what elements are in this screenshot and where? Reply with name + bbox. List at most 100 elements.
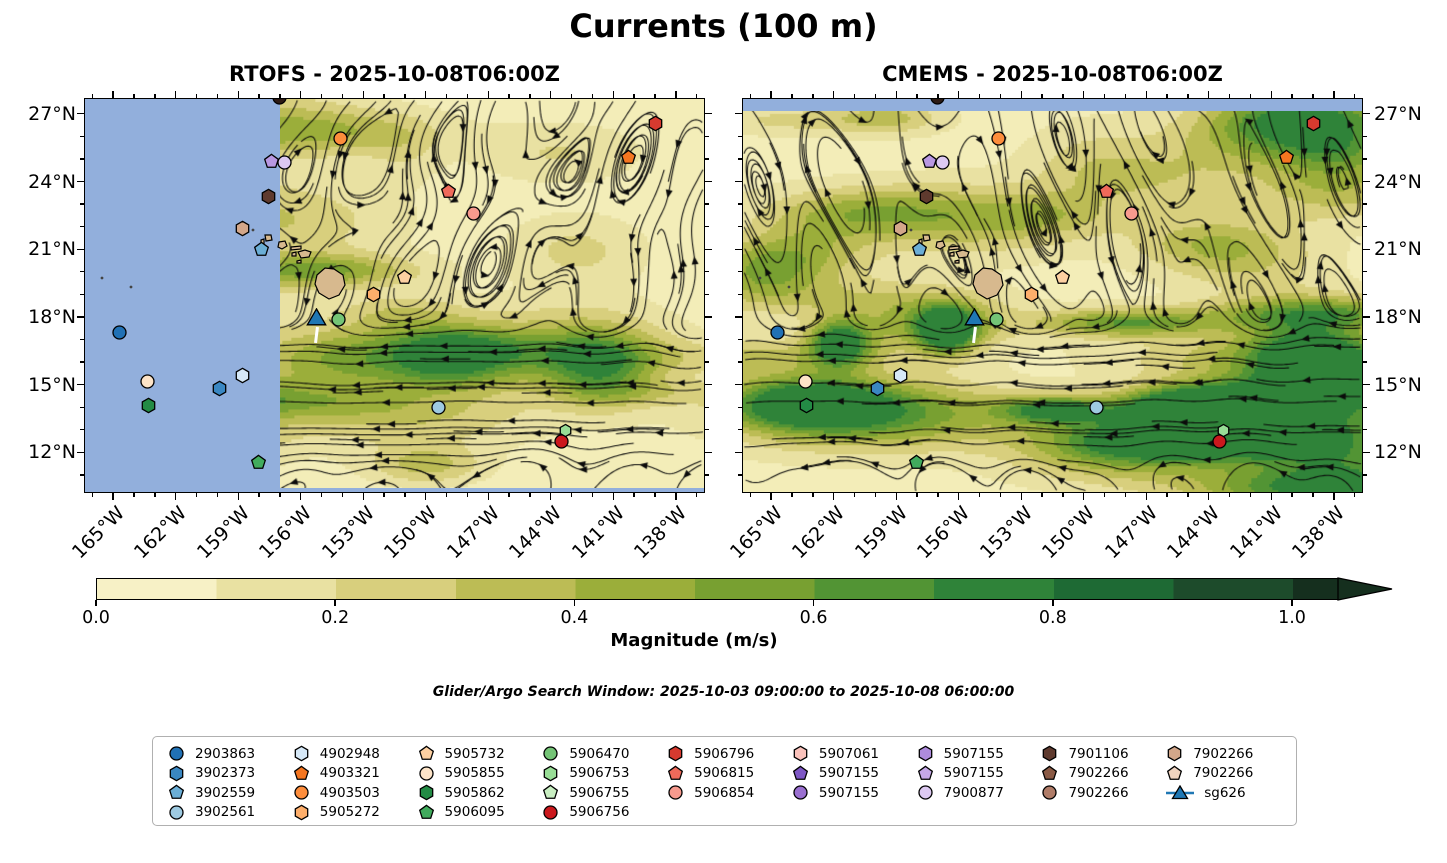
- tick: [675, 91, 677, 98]
- pentagon-marker-icon: [792, 765, 808, 780]
- tick: [705, 225, 709, 228]
- lon-tick-label: 165°W: [67, 502, 129, 564]
- colorbar-tick: [1052, 600, 1054, 606]
- tick: [735, 451, 742, 454]
- legend-column: 7901106 7902266 7902266: [1040, 744, 1163, 822]
- hexagon-marker-icon: [294, 745, 309, 762]
- tick: [300, 91, 302, 98]
- pentagon-marker-icon: [1167, 765, 1183, 780]
- legend-item-5907155: 5907155: [791, 783, 914, 803]
- tick: [832, 493, 835, 500]
- legend-item-7902266: 7902266: [1040, 783, 1163, 803]
- legend-item-label: 4903503: [319, 784, 380, 801]
- lon-tick-label: 144°W: [505, 502, 567, 564]
- tick: [895, 91, 897, 98]
- hexagon-marker-icon: [668, 745, 683, 762]
- tick: [383, 493, 385, 497]
- tick: [341, 493, 344, 497]
- tick: [1363, 158, 1367, 160]
- tick: [705, 180, 712, 183]
- tick: [958, 493, 960, 500]
- legend-column: 5906796 5906815 5906854: [666, 744, 789, 822]
- tick: [735, 316, 742, 318]
- tick: [1363, 203, 1367, 205]
- lat-tick-label: 15°N: [28, 373, 76, 396]
- tick: [1208, 91, 1210, 98]
- lon-tick-label: 144°W: [1163, 502, 1225, 564]
- tick: [1020, 91, 1022, 98]
- tick: [1270, 493, 1272, 500]
- colorbar-tick-label: 0.2: [321, 608, 350, 628]
- tick: [1363, 474, 1367, 476]
- tick: [1249, 493, 1252, 497]
- legend-item-label: 5907155: [943, 745, 1004, 762]
- circle-marker-icon: [793, 785, 808, 800]
- tick: [705, 135, 709, 138]
- legend-item-label: 4903321: [319, 765, 380, 782]
- legend-item-label: 7900877: [943, 784, 1004, 801]
- tick: [77, 248, 84, 250]
- lat-tick-label: 21°N: [28, 238, 76, 261]
- tick: [258, 493, 260, 497]
- colorbar-gradient: [96, 578, 1339, 600]
- lon-tick-label: 159°W: [850, 502, 912, 564]
- lat-tick-label: 21°N: [1374, 238, 1422, 261]
- tick: [1062, 493, 1064, 497]
- tick: [77, 383, 84, 386]
- legend-item-5906470: 5906470: [541, 744, 664, 764]
- tick: [1083, 91, 1085, 98]
- legend-item-5907155: 5907155: [916, 744, 1039, 764]
- lon-tick-label: 147°W: [442, 502, 504, 564]
- legend-item-5905272: 5905272: [292, 803, 415, 823]
- legend-item-label: 5907155: [943, 765, 1004, 782]
- tick: [1363, 406, 1367, 408]
- legend-item-label: 7902266: [1193, 745, 1254, 762]
- hexagon-marker-icon: [294, 804, 309, 821]
- tick: [705, 113, 712, 115]
- tick: [1363, 429, 1367, 431]
- legend-item-label: 7902266: [1193, 765, 1254, 782]
- tick: [466, 493, 469, 497]
- tick: [749, 493, 752, 497]
- tick: [853, 493, 856, 497]
- legend-item-label: 5905862: [444, 784, 505, 801]
- legend-column: 7902266 7902266 sg626: [1165, 744, 1288, 822]
- lon-tick-label: 141°W: [567, 502, 629, 564]
- tick: [770, 91, 772, 98]
- tick: [112, 493, 114, 500]
- tick: [735, 383, 742, 386]
- lon-tick-label: 159°W: [192, 502, 254, 564]
- legend-item-label: 3902373: [195, 765, 256, 782]
- hexagon-marker-icon: [1043, 745, 1057, 762]
- tick: [675, 493, 677, 500]
- tick: [487, 91, 489, 98]
- tick: [705, 271, 709, 273]
- legend-item-label: 5905272: [319, 804, 380, 821]
- tick: [77, 451, 84, 454]
- circle-marker-icon: [169, 805, 184, 820]
- hexagon-marker-icon: [543, 765, 558, 782]
- legend-item-5906854: 5906854: [666, 783, 789, 803]
- lon-tick-label: 156°W: [913, 502, 975, 564]
- legend-item-3902373: 3902373: [167, 764, 290, 784]
- tick: [1312, 493, 1314, 497]
- tick: [705, 383, 712, 386]
- tick: [508, 493, 510, 497]
- tick: [1291, 493, 1293, 497]
- tick: [1145, 493, 1147, 500]
- colorbar-label: Magnitude (m/s): [610, 630, 778, 651]
- tick: [1363, 113, 1370, 115]
- legend-item-5905732: 5905732: [417, 744, 540, 764]
- tick: [1187, 493, 1189, 497]
- colorbar-tick: [95, 600, 97, 606]
- lon-tick-label: 147°W: [1100, 502, 1162, 564]
- tick: [77, 180, 84, 183]
- tick: [654, 493, 656, 497]
- cmems-streamline-field-canvas: [743, 99, 1362, 492]
- tick: [705, 451, 712, 454]
- circle-marker-icon: [169, 746, 184, 761]
- lon-tick-label: 162°W: [788, 502, 850, 564]
- colorbar-tick: [812, 600, 815, 606]
- tick: [633, 493, 635, 497]
- legend-column: 2903863 3902373 3902559 3902561: [167, 744, 290, 822]
